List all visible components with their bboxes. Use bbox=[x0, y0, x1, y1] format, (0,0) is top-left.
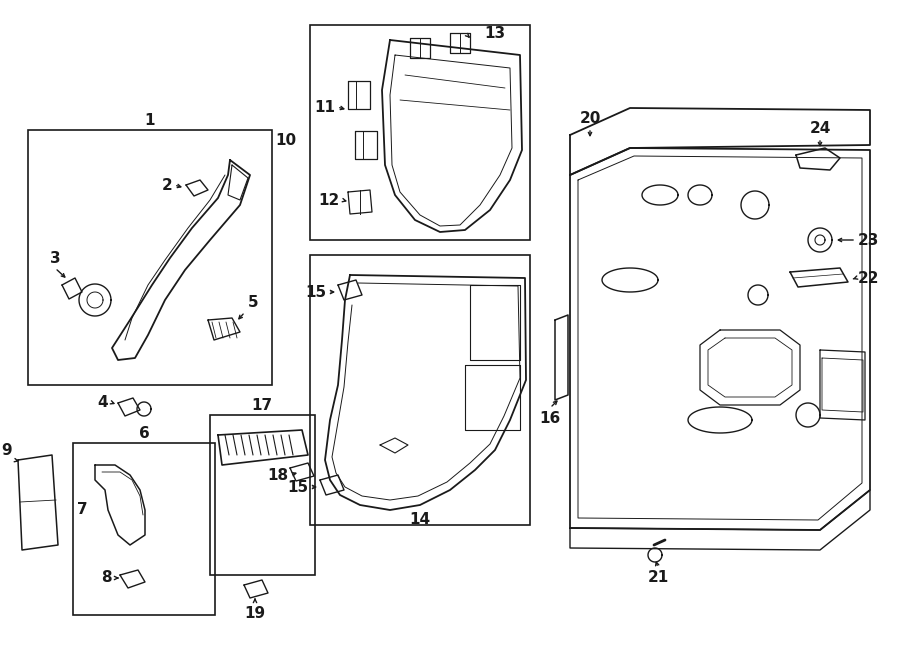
Text: 5: 5 bbox=[248, 295, 258, 310]
Text: 8: 8 bbox=[102, 571, 112, 585]
Text: 11: 11 bbox=[314, 99, 335, 115]
Text: 12: 12 bbox=[319, 193, 340, 207]
Text: 1: 1 bbox=[145, 113, 156, 128]
Text: 23: 23 bbox=[858, 232, 879, 248]
Text: 16: 16 bbox=[539, 410, 561, 426]
Text: 4: 4 bbox=[97, 395, 108, 410]
Text: 15: 15 bbox=[305, 285, 326, 299]
Text: 2: 2 bbox=[161, 177, 172, 193]
Text: 18: 18 bbox=[267, 467, 288, 483]
Bar bbox=[28, 130, 272, 385]
Text: 14: 14 bbox=[410, 512, 430, 528]
Text: 19: 19 bbox=[245, 606, 266, 620]
Text: 24: 24 bbox=[809, 120, 831, 136]
Text: 9: 9 bbox=[2, 442, 12, 457]
Text: 20: 20 bbox=[580, 111, 600, 126]
Text: 22: 22 bbox=[858, 271, 879, 285]
Bar bbox=[310, 255, 530, 525]
Text: 10: 10 bbox=[274, 132, 296, 148]
Text: 13: 13 bbox=[484, 26, 505, 40]
Text: 21: 21 bbox=[647, 571, 669, 585]
Bar bbox=[210, 415, 315, 575]
Text: 17: 17 bbox=[251, 397, 273, 412]
Bar bbox=[73, 443, 215, 615]
Text: 3: 3 bbox=[50, 250, 60, 265]
Text: 7: 7 bbox=[77, 502, 88, 518]
Text: 15: 15 bbox=[287, 479, 308, 495]
Text: 6: 6 bbox=[139, 426, 149, 440]
Bar bbox=[310, 25, 530, 240]
